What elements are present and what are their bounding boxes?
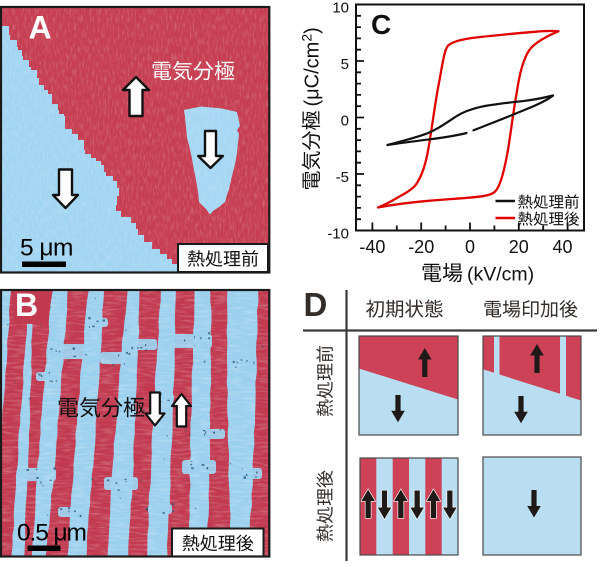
svg-text:(kV/cm): (kV/cm) [467, 264, 534, 286]
svg-text:-10: -10 [327, 225, 349, 242]
svg-text:C: C [371, 9, 391, 40]
svg-text:5: 5 [341, 56, 349, 73]
svg-text:B: B [15, 287, 38, 323]
svg-text:40: 40 [552, 237, 572, 257]
svg-text:0.5 μm: 0.5 μm [17, 520, 86, 547]
svg-text:0: 0 [341, 112, 349, 129]
svg-text:5 μm: 5 μm [20, 235, 73, 262]
svg-text:D: D [304, 286, 328, 323]
svg-text:0: 0 [465, 237, 475, 257]
svg-text:20: 20 [509, 237, 529, 257]
svg-text:10: 10 [332, 0, 349, 16]
svg-text:-20: -20 [408, 237, 434, 257]
svg-text:-40: -40 [359, 237, 385, 257]
svg-text:A: A [29, 10, 52, 46]
svg-text:-5: -5 [336, 169, 349, 186]
